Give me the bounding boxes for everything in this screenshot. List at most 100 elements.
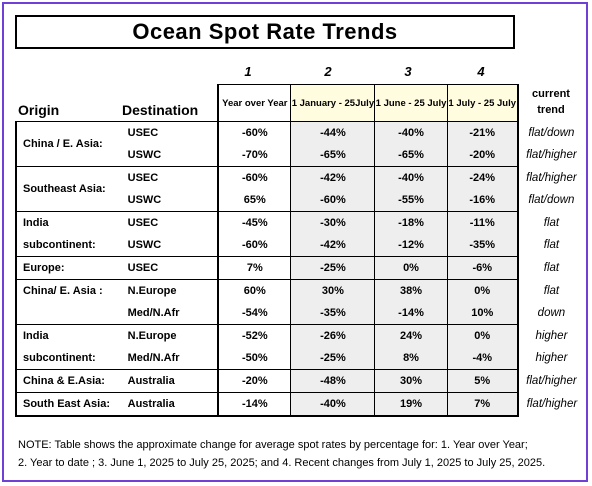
- trend-cell: higher: [535, 352, 568, 365]
- table-row: USWC 65% -60% -55% -16% flat/down: [16, 189, 585, 212]
- origin-cell: China & E.Asia:: [15, 369, 118, 393]
- value-cell: -44%: [290, 121, 376, 144]
- value-cell: -21%: [446, 121, 519, 144]
- rates-table: Year over Year 1 January - 25July 1 June…: [15, 84, 586, 417]
- trend-cell: flat/higher: [526, 375, 577, 387]
- value-cell: -40%: [290, 392, 376, 417]
- trend-header: current trend: [518, 86, 584, 118]
- table-row: China/ E. Asia : N.Europe 60% 30% 38% 0%…: [15, 279, 585, 325]
- destination-cell: Australia: [117, 392, 219, 417]
- value-cell: 7%: [217, 256, 292, 280]
- value-cell: -26%: [290, 324, 376, 347]
- column-number-2: 2: [324, 64, 332, 79]
- trend-cell: down: [537, 307, 566, 320]
- value-cell: 10%: [446, 302, 519, 325]
- destination-cell: USEC: [117, 166, 219, 189]
- col-header-june: 1 June - 25 July: [374, 84, 448, 122]
- value-cell: 0%: [446, 279, 519, 302]
- trend-cell: flat/down: [528, 194, 575, 207]
- value-cell: 0%: [374, 256, 448, 280]
- value-cell: -54%: [217, 302, 292, 325]
- table-row: subcontinent: USWC -60% -42% -12% -35% f…: [15, 234, 585, 257]
- col-header-july: 1 July - 25 July: [446, 84, 519, 122]
- trend-cell: flat/higher: [526, 171, 577, 184]
- trend-cell: flat: [543, 284, 560, 297]
- value-cell: -14%: [374, 302, 448, 325]
- destination-cell: USWC: [117, 189, 219, 212]
- trend-cell: flat/higher: [526, 149, 577, 162]
- value-cell: -25%: [290, 347, 376, 370]
- value-cell: -65%: [374, 144, 448, 167]
- value-cell: -20%: [217, 369, 292, 393]
- value-cell: -60%: [290, 189, 376, 212]
- destination-cell: USWC: [117, 144, 219, 167]
- footnote: NOTE: Table shows the approximate change…: [18, 436, 578, 472]
- table-header-row: Year over Year 1 January - 25July 1 June…: [16, 84, 585, 122]
- value-cell: -48%: [290, 369, 376, 393]
- value-cell: -6%: [446, 256, 519, 280]
- value-cell: 30%: [374, 369, 448, 393]
- value-cell: 60%: [217, 279, 292, 302]
- value-cell: 0%: [446, 324, 519, 347]
- origin-cell: subcontinent:: [15, 234, 118, 257]
- value-cell: -40%: [374, 121, 448, 144]
- trend-cell: flat: [543, 216, 560, 229]
- trend-header-line1: current: [532, 88, 570, 100]
- col-header-ytd: 1 January - 25July: [290, 84, 376, 122]
- destination-cell: Australia: [117, 369, 219, 393]
- table-row: China & E.Asia: Australia -20% -48% 30% …: [15, 369, 585, 393]
- destination-cell: USEC: [117, 211, 219, 234]
- value-cell: 65%: [217, 189, 292, 212]
- trend-header-line2: trend: [537, 104, 565, 116]
- trend-cell: flat: [543, 262, 560, 274]
- destination-cell: Med/N.Afr: [117, 347, 219, 370]
- value-cell: -30%: [290, 211, 376, 234]
- value-cell: -18%: [374, 211, 448, 234]
- destination-header: Destination: [122, 102, 199, 118]
- table-row: India USEC -45% -30% -18% -11% flat: [15, 211, 585, 234]
- origin-cell: Southeast Asia:: [15, 166, 118, 212]
- value-cell: 19%: [374, 392, 448, 417]
- destination-cell: USEC: [117, 121, 219, 144]
- table-row: South East Asia: Australia -14% -40% 19%…: [15, 392, 585, 417]
- value-cell: -35%: [290, 302, 376, 325]
- value-cell: -70%: [217, 144, 292, 167]
- table-row: subcontinent: Med/N.Afr -50% -25% 8% -4%…: [15, 347, 585, 370]
- origin-cell: India: [15, 211, 118, 234]
- value-cell: 5%: [446, 369, 519, 393]
- value-cell: -60%: [217, 166, 292, 189]
- value-cell: -24%: [446, 166, 519, 189]
- value-cell: 7%: [446, 392, 519, 417]
- table-row: Europe: USEC 7% -25% 0% -6% flat: [15, 256, 585, 280]
- destination-cell: N.Europe: [117, 324, 219, 347]
- table-row: Southeast Asia: USEC -60% -42% -40% -24%…: [15, 166, 585, 212]
- destination-cell: N.Europe: [117, 279, 219, 302]
- value-cell: -55%: [374, 189, 448, 212]
- table-row: USWC -70% -65% -65% -20% flat/higher: [16, 144, 585, 167]
- value-cell: 8%: [374, 347, 448, 370]
- value-cell: -4%: [446, 347, 519, 370]
- value-cell: -65%: [290, 144, 376, 167]
- value-cell: -40%: [374, 166, 448, 189]
- value-cell: -12%: [374, 234, 448, 257]
- title-box: Ocean Spot Rate Trends: [15, 15, 515, 49]
- footnote-line1: NOTE: Table shows the approximate change…: [18, 439, 528, 451]
- value-cell: -25%: [290, 256, 376, 280]
- value-cell: 30%: [290, 279, 376, 302]
- destination-cell: Med/N.Afr: [117, 302, 219, 325]
- trend-cell: flat/higher: [526, 398, 578, 411]
- value-cell: -60%: [217, 234, 292, 257]
- value-cell: -42%: [290, 166, 376, 189]
- column-number-1: 1: [244, 64, 252, 79]
- trend-cell: flat: [543, 239, 560, 252]
- column-number-4: 4: [477, 64, 485, 79]
- origin-cell: China/ E. Asia :: [15, 279, 118, 325]
- trend-cell: flat/down: [528, 126, 575, 139]
- value-cell: 24%: [374, 324, 448, 347]
- value-cell: -16%: [446, 189, 519, 212]
- value-cell: -45%: [217, 211, 292, 234]
- destination-cell: USWC: [117, 234, 219, 257]
- value-cell: -20%: [446, 144, 519, 167]
- origin-header: Origin: [18, 102, 60, 118]
- trend-cell: higher: [535, 329, 568, 342]
